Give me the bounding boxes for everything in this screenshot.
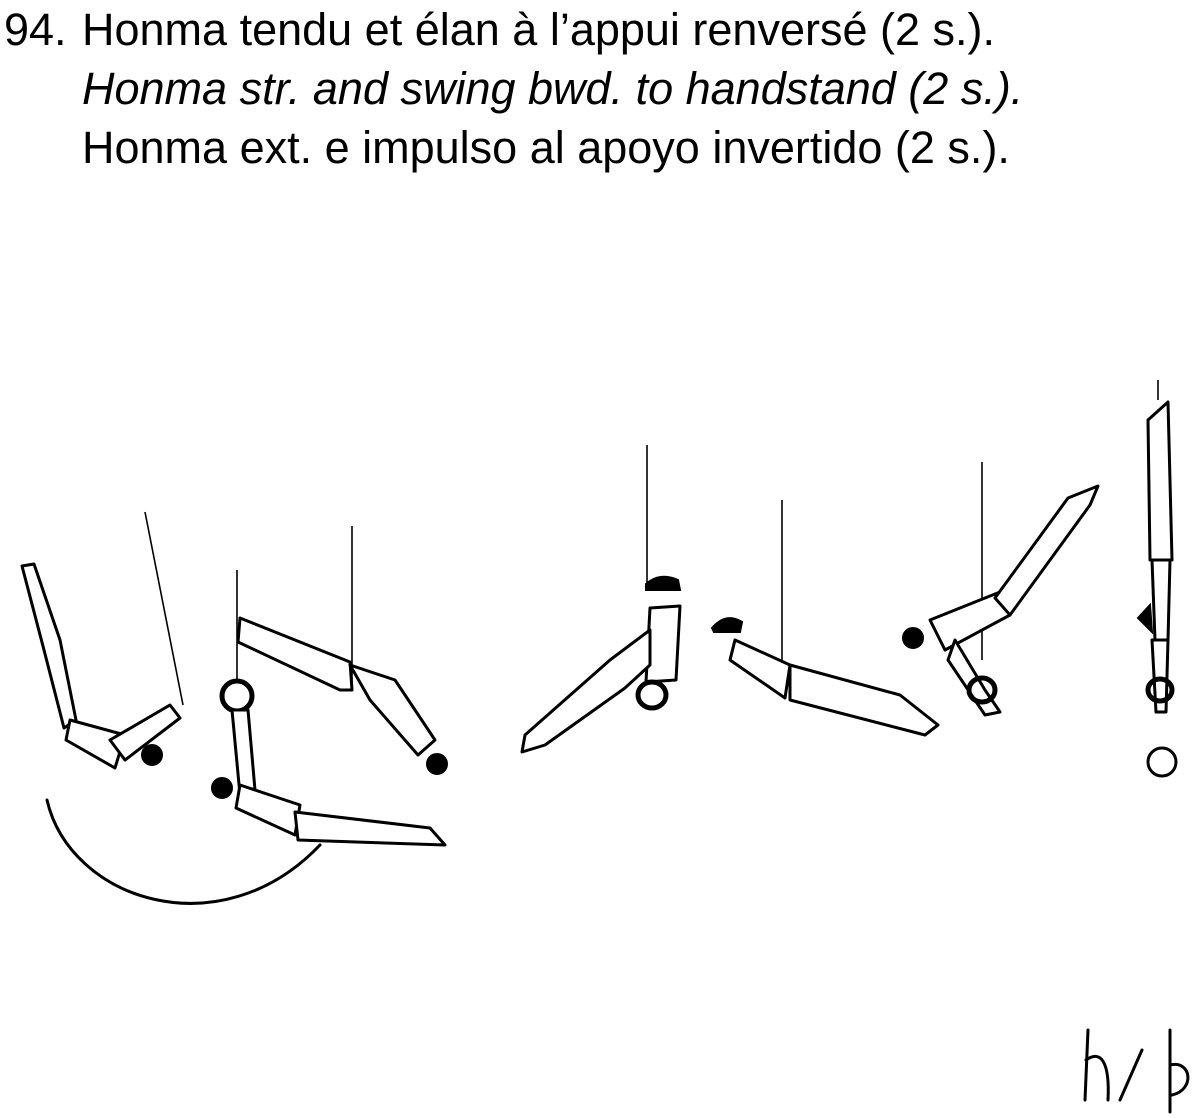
element-caption: 94. Honma tendu et élan à l’appui renver… [4, 0, 1023, 177]
caption-row-fr: 94. Honma tendu et élan à l’appui renver… [4, 0, 1023, 59]
element-name-fr: Honma tendu et élan à l’appui renversé (… [82, 4, 996, 55]
handwritten-signature [1083, 1028, 1190, 1114]
element-name-es: Honma ext. e impulso al apoyo invertido … [82, 122, 1010, 173]
element-name-en: Honma str. and swing bwd. to handstand (… [82, 63, 1024, 114]
stage-5-figure [902, 462, 1100, 717]
stage-2-figure [211, 526, 448, 847]
caption-row-en: Honma str. and swing bwd. to handstand (… [4, 59, 1023, 118]
stage-4-figure [710, 500, 940, 737]
stage-1-figure [20, 511, 322, 905]
stage-6-figure [1136, 380, 1178, 778]
element-number: 94. [4, 4, 67, 55]
caption-row-es: Honma ext. e impulso al apoyo invertido … [4, 118, 1023, 177]
stage-3-figure [520, 445, 682, 754]
